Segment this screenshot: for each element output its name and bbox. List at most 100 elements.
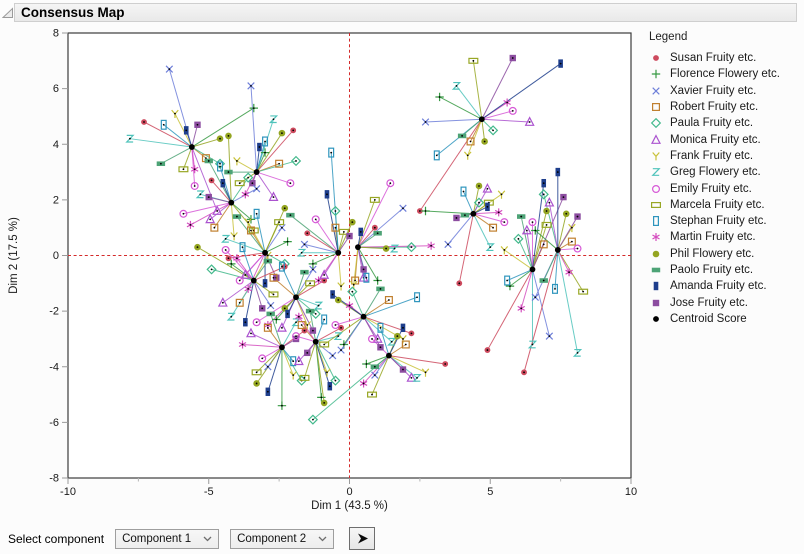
data-point-marker[interactable] xyxy=(141,119,147,125)
data-point-marker[interactable] xyxy=(408,330,415,337)
data-point-marker[interactable] xyxy=(290,356,297,367)
data-point-marker[interactable] xyxy=(308,259,318,269)
data-point-marker[interactable] xyxy=(313,301,324,310)
data-point-marker[interactable] xyxy=(304,349,311,357)
data-point-marker[interactable] xyxy=(286,179,295,188)
data-point-marker[interactable] xyxy=(460,186,467,197)
centroid-point[interactable] xyxy=(554,247,561,253)
data-point-marker[interactable] xyxy=(278,261,285,272)
legend-item[interactable]: Florence Flowery etc. xyxy=(649,66,780,82)
data-point-marker[interactable] xyxy=(269,273,278,282)
data-point-marker[interactable] xyxy=(293,355,304,366)
data-point-marker[interactable] xyxy=(468,57,479,64)
data-point-marker[interactable] xyxy=(243,318,248,327)
data-point-marker[interactable] xyxy=(384,295,393,305)
data-point-marker[interactable] xyxy=(179,209,188,218)
data-point-marker[interactable] xyxy=(373,230,382,236)
data-point-marker[interactable] xyxy=(324,190,330,199)
data-point-marker[interactable] xyxy=(278,129,286,137)
data-point-marker[interactable] xyxy=(217,297,228,307)
data-point-marker[interactable] xyxy=(263,323,272,332)
data-point-marker[interactable] xyxy=(460,212,470,218)
data-point-marker[interactable] xyxy=(330,205,341,217)
data-point-marker[interactable] xyxy=(651,267,661,273)
data-point-marker[interactable] xyxy=(289,371,297,380)
data-point-marker[interactable] xyxy=(205,193,212,201)
data-point-marker[interactable] xyxy=(285,309,290,319)
data-point-marker[interactable] xyxy=(210,223,219,232)
data-point-marker[interactable] xyxy=(373,276,382,285)
data-point-marker[interactable] xyxy=(183,126,189,135)
legend-item[interactable]: Stephan Fruity etc. xyxy=(649,213,780,229)
legend-item[interactable]: Martin Fruity etc. xyxy=(649,229,780,245)
legend-item[interactable]: Paula Fruity etc. xyxy=(649,115,780,131)
data-point-marker[interactable] xyxy=(204,158,213,164)
data-point-marker[interactable] xyxy=(156,161,166,167)
data-point-marker[interactable] xyxy=(305,280,316,287)
centroid-point[interactable] xyxy=(653,315,659,322)
data-point-marker[interactable] xyxy=(265,387,271,396)
data-point-marker[interactable] xyxy=(574,213,581,220)
data-point-marker[interactable] xyxy=(531,293,540,301)
centroid-point[interactable] xyxy=(529,266,536,273)
data-point-marker[interactable] xyxy=(369,196,380,203)
data-point-marker[interactable] xyxy=(382,245,390,252)
data-point-marker[interactable] xyxy=(414,292,421,303)
data-point-marker[interactable] xyxy=(331,223,340,232)
data-point-marker[interactable] xyxy=(456,280,463,287)
data-point-marker[interactable] xyxy=(186,220,195,229)
data-point-marker[interactable] xyxy=(290,155,302,167)
data-point-marker[interactable] xyxy=(216,135,224,142)
data-point-marker[interactable] xyxy=(178,166,189,173)
data-point-marker[interactable] xyxy=(275,159,284,168)
legend-item[interactable]: Paolo Fruity etc. xyxy=(649,262,780,278)
data-point-marker[interactable] xyxy=(190,165,199,174)
data-point-marker[interactable] xyxy=(297,321,306,330)
data-point-marker[interactable] xyxy=(190,181,199,190)
data-point-marker[interactable] xyxy=(427,241,435,250)
data-point-marker[interactable] xyxy=(650,118,662,129)
data-point-marker[interactable] xyxy=(323,368,331,377)
data-point-marker[interactable] xyxy=(421,118,430,126)
data-point-marker[interactable] xyxy=(521,224,532,235)
data-point-marker[interactable] xyxy=(578,288,589,295)
legend-item[interactable]: Greg Flowery etc. xyxy=(649,164,780,180)
data-point-marker[interactable] xyxy=(252,185,261,193)
data-point-marker[interactable] xyxy=(484,347,491,353)
data-point-marker[interactable] xyxy=(235,298,244,307)
data-point-marker[interactable] xyxy=(262,136,269,147)
data-point-marker[interactable] xyxy=(337,346,345,354)
data-point-marker[interactable] xyxy=(513,233,524,244)
data-point-marker[interactable] xyxy=(394,332,401,340)
data-point-marker[interactable] xyxy=(485,243,495,252)
data-point-marker[interactable] xyxy=(232,214,242,219)
data-point-marker[interactable] xyxy=(500,218,509,227)
data-point-marker[interactable] xyxy=(262,279,268,288)
data-point-marker[interactable] xyxy=(651,70,661,79)
data-point-marker[interactable] xyxy=(266,311,275,317)
data-point-marker[interactable] xyxy=(249,103,258,113)
data-point-marker[interactable] xyxy=(572,348,583,357)
data-point-marker[interactable] xyxy=(277,401,287,410)
data-point-marker[interactable] xyxy=(562,210,570,218)
data-point-marker[interactable] xyxy=(328,351,337,360)
centroid-point[interactable] xyxy=(253,169,260,175)
data-point-marker[interactable] xyxy=(295,312,303,321)
data-point-marker[interactable] xyxy=(321,314,328,325)
data-point-marker[interactable] xyxy=(328,147,335,158)
data-point-marker[interactable] xyxy=(160,119,167,130)
data-point-marker[interactable] xyxy=(541,178,547,188)
data-point-marker[interactable] xyxy=(333,332,343,341)
data-point-marker[interactable] xyxy=(652,250,660,258)
data-point-marker[interactable] xyxy=(212,205,223,215)
data-point-marker[interactable] xyxy=(544,196,555,207)
data-point-marker[interactable] xyxy=(370,364,380,370)
data-point-marker[interactable] xyxy=(367,391,378,398)
legend-item[interactable]: Susan Fruity etc. xyxy=(649,50,780,66)
data-point-marker[interactable] xyxy=(652,87,660,95)
data-point-marker[interactable] xyxy=(541,221,552,228)
data-point-marker[interactable] xyxy=(194,243,201,251)
data-point-marker[interactable] xyxy=(568,223,576,233)
data-point-marker[interactable] xyxy=(399,204,407,212)
data-point-marker[interactable] xyxy=(321,277,328,284)
